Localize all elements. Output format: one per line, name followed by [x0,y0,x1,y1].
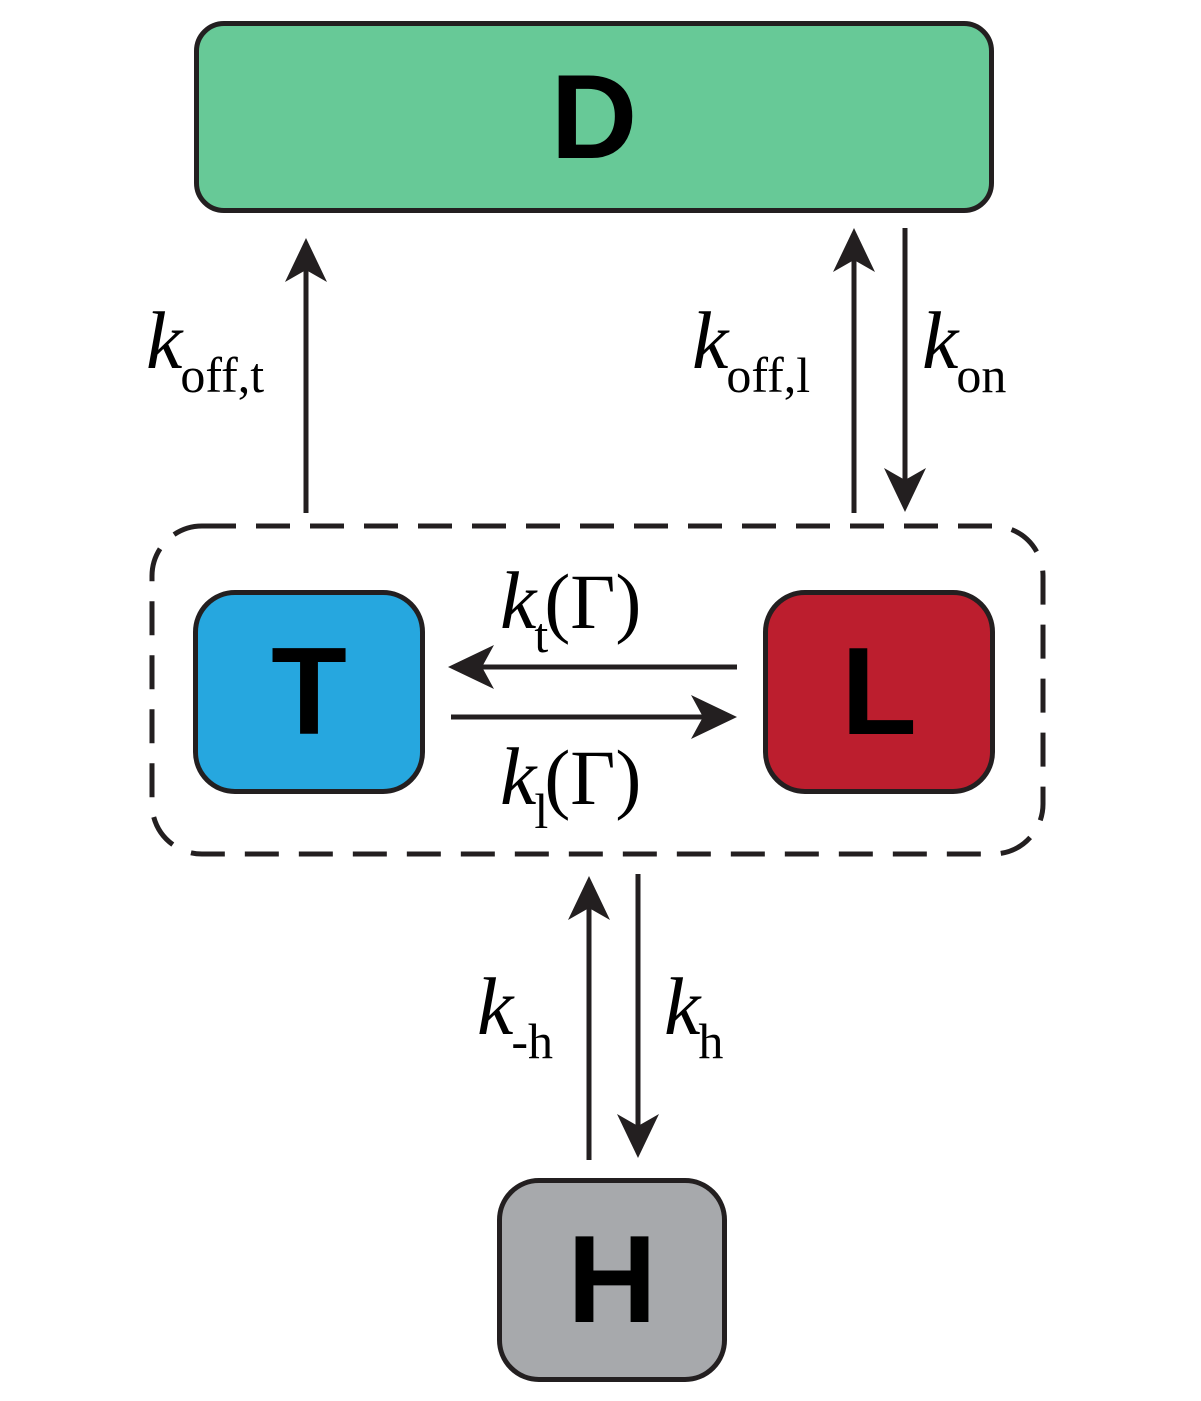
rate-subscript: t [534,607,549,663]
state-d-box: D [194,21,994,213]
rate-argument: (Γ) [544,558,642,645]
rate-koff-l-label: koff,l [692,300,810,401]
arrow-kh [617,874,659,1158]
rate-symbol: k [477,961,514,1052]
rate-kmh-label: k-h [477,966,553,1067]
arrow-koff-t [285,238,327,513]
arrow-kt [448,645,737,689]
state-h-label: H [567,1211,657,1349]
rate-koff-t-label: koff,t [146,300,264,401]
arrow-kon [884,228,926,512]
rate-kl-label: kl(Γ) [500,734,642,837]
rate-kon-label: kon [922,300,1006,401]
rate-symbol: k [500,731,537,822]
rate-subscript: l [534,783,549,839]
rate-symbol: k [500,555,537,646]
rate-subscript: h [698,1013,724,1069]
rate-subscript: -h [511,1013,554,1069]
rate-symbol: k [146,295,183,386]
rate-symbol: k [692,295,729,386]
rate-subscript: off,t [180,347,265,403]
rate-symbol: k [922,295,959,386]
arrow-kmh [568,876,610,1160]
state-l-label: L [841,623,917,761]
state-d-label: D [550,50,638,184]
rate-subscript: off,l [726,347,811,403]
rate-subscript: on [956,347,1007,403]
state-t-box: T [193,590,425,794]
rate-kh-label: kh [664,966,723,1067]
state-l-box: L [763,590,995,794]
state-h-box: H [497,1178,727,1382]
arrow-koff-l [833,228,875,513]
state-t-label: T [271,623,347,761]
rate-argument: (Γ) [544,734,642,821]
dashed-enclosure [149,523,1046,857]
rate-symbol: k [664,961,701,1052]
arrow-kl [451,695,737,739]
rate-kt-label: kt(Γ) [500,558,642,661]
